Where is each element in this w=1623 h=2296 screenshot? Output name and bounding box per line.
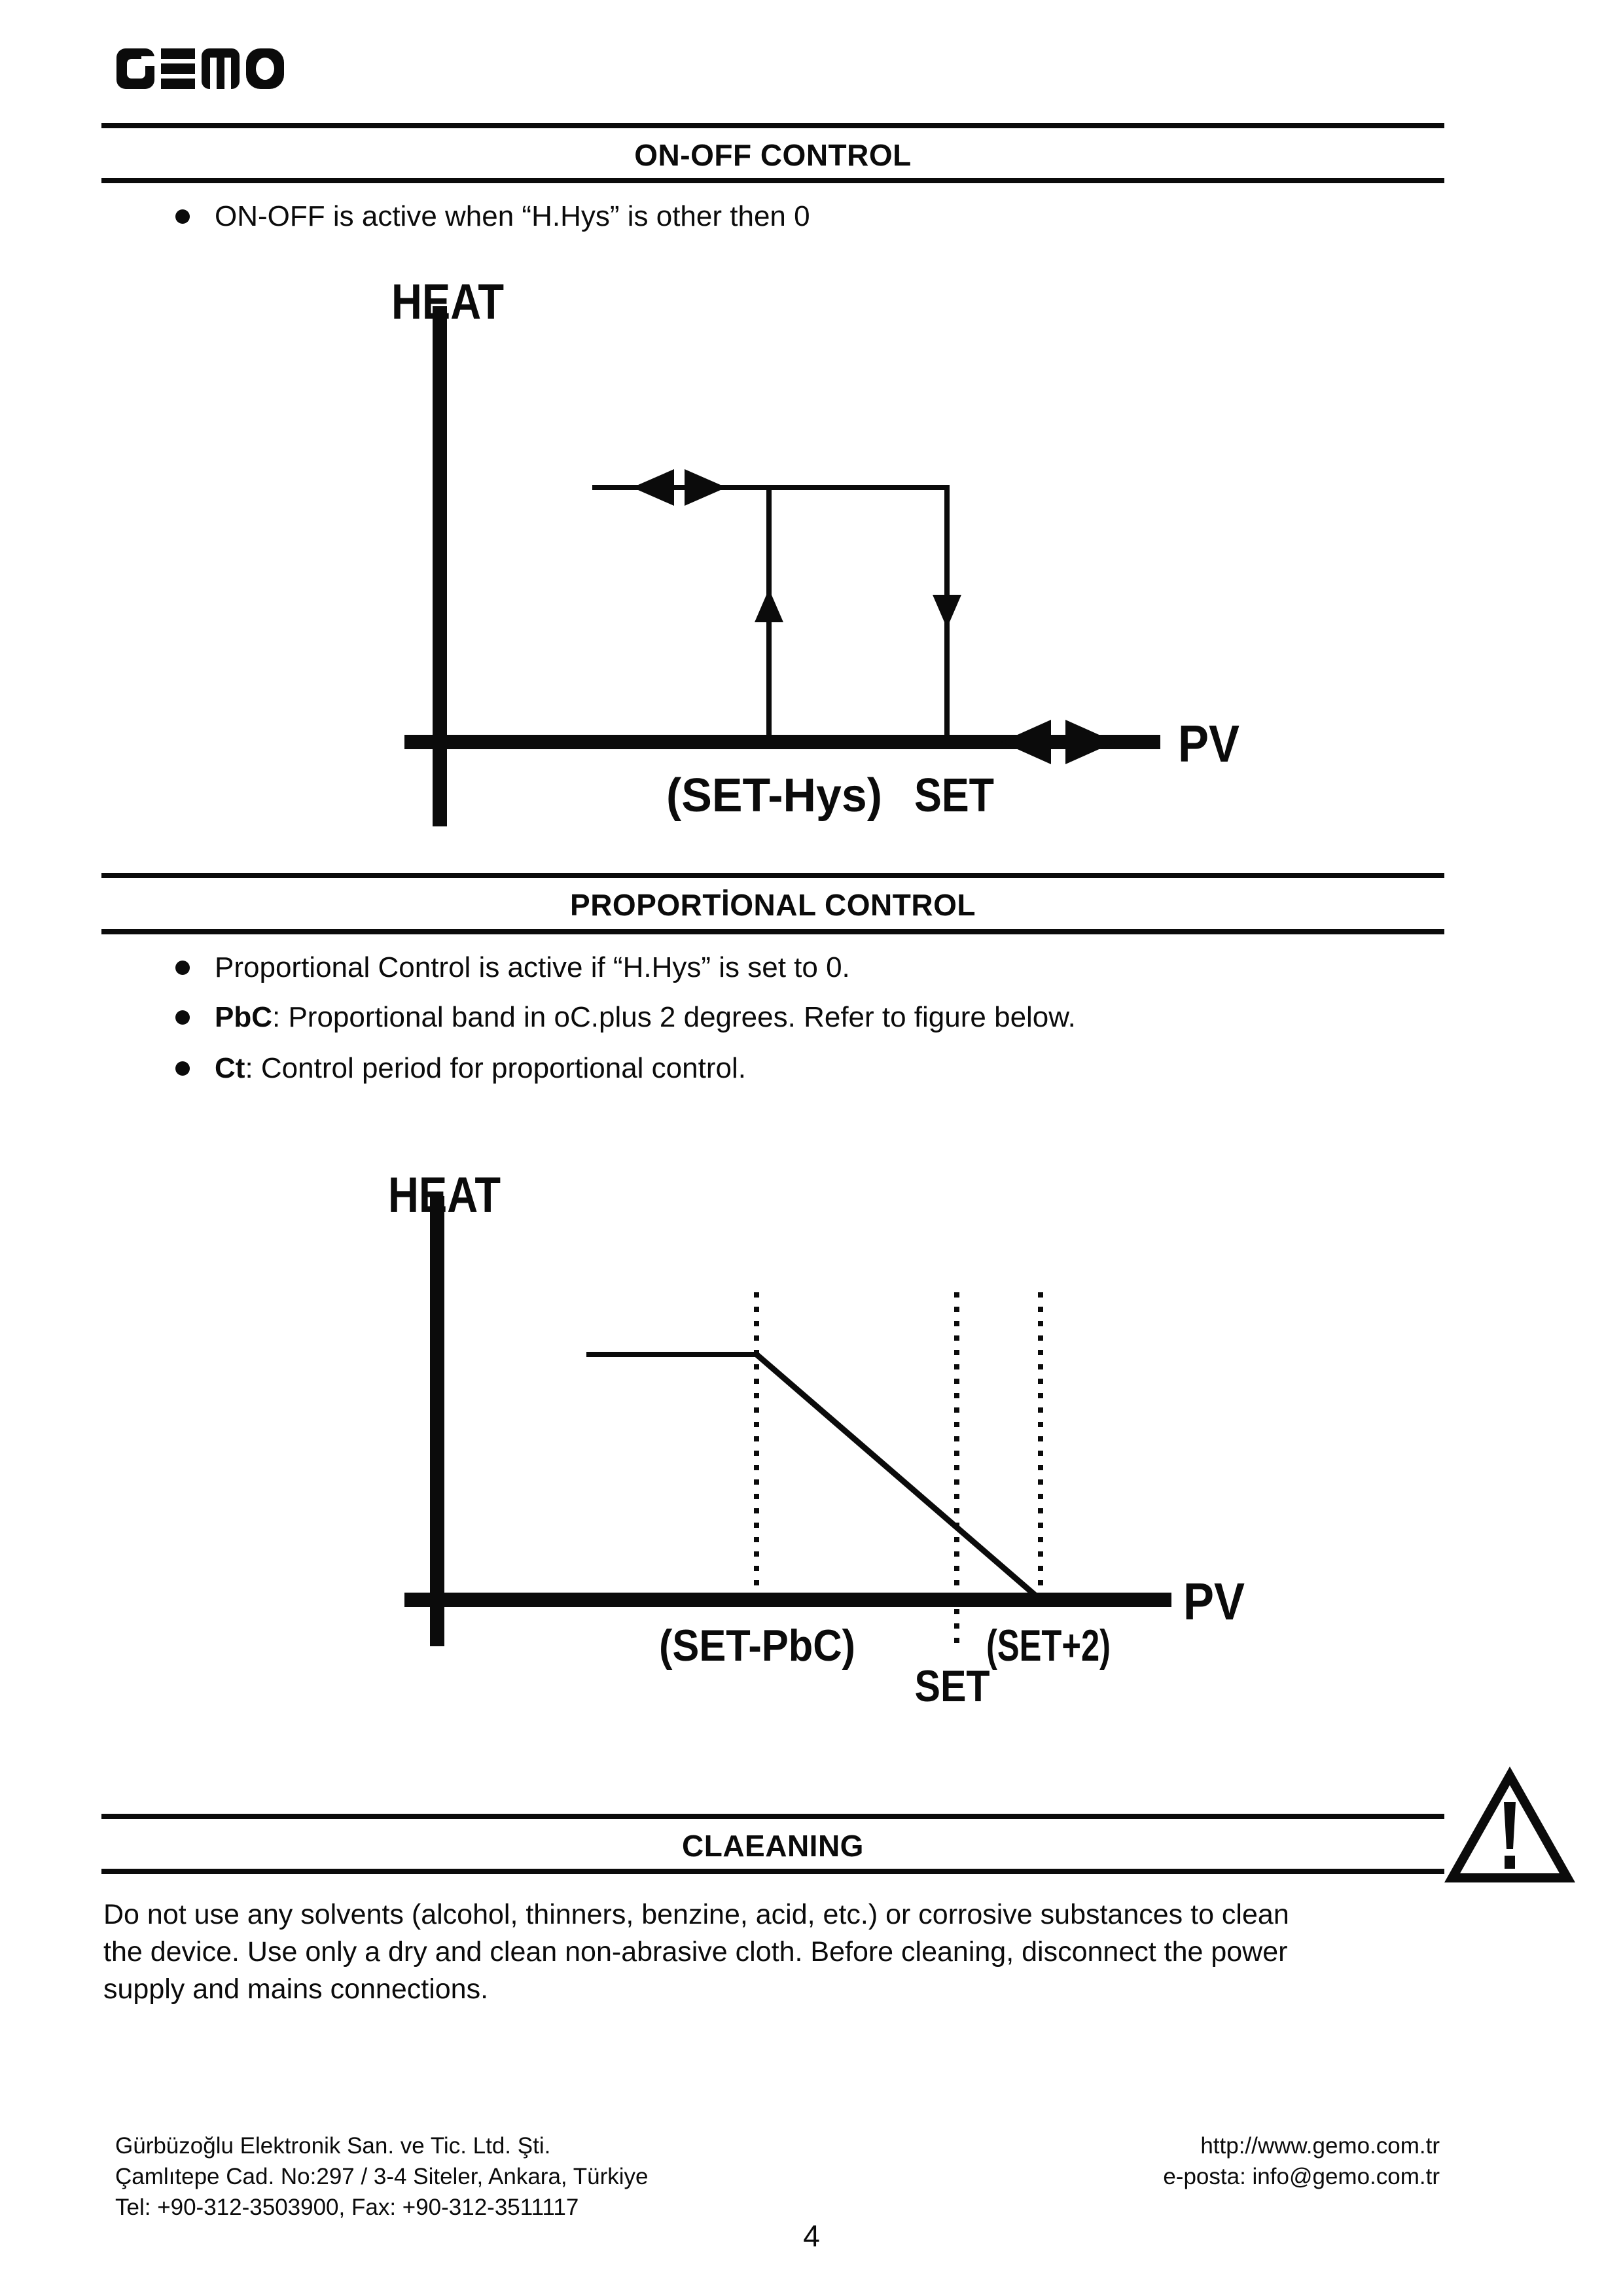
bullet-lead: Ct [215,1052,245,1084]
onoff-bullet: ON-OFF is active when “H.Hys” is other t… [175,200,810,233]
rule-bottom-proportional [101,929,1444,934]
onoff-diagram: HEAT PV (SET-Hys) SET [391,274,1240,826]
proportional-bullet-3: Ct: Control period for proportional cont… [175,1052,746,1085]
exclamation-bar [1504,1802,1516,1849]
logo-letter-m [202,48,240,90]
proportional-bullet-1-text: Proportional Control is active if “H.Hys… [215,951,850,984]
proportional-bullet-3-text: Ct: Control period for proportional cont… [215,1052,746,1085]
hys-left-arrow-icon [632,469,674,506]
pv-axis-label: PV [1183,1572,1245,1631]
down-arrow-icon [933,595,961,628]
pv-axis-label: PV [1178,715,1240,773]
warning-triangle-icon [1444,1766,1575,1882]
footer-company-phone: Tel: +90-312-3503900, Fax: +90-312-35111… [115,2195,579,2220]
proportional-bullet-2: PbC: Proportional band in oC.plus 2 degr… [175,1001,1076,1034]
bullet-icon [175,961,190,975]
bullet-rest: : Proportional band in oC.plus 2 degrees… [272,1001,1076,1033]
onoff-bullet-text: ON-OFF is active when “H.Hys” is other t… [215,200,810,232]
pv-left-arrow-icon [1001,720,1051,764]
rule-top-cleaning [101,1814,1444,1819]
up-arrow-icon [755,589,783,622]
pv-axis [404,1593,1171,1607]
proportional-bullet-1: Proportional Control is active if “H.Hys… [175,951,850,984]
footer-company-address: Çamlıtepe Cad. No:297 / 3-4 Siteler, Ank… [115,2164,649,2189]
proportional-diagram: HEAT PV (SET-PbC) SET (SET+2) [388,1167,1245,1711]
bullet-rest: Proportional Control is active if “H.Hys… [215,951,850,983]
section-title-onoff: ON-OFF CONTROL [634,138,912,172]
cleaning-line-3: supply and mains connections. [103,1973,489,2005]
set-tick-label: SET [914,769,994,822]
exclamation-dot [1505,1856,1515,1869]
proportional-bullet-2-text: PbC: Proportional band in oC.plus 2 degr… [215,1001,1076,1034]
rule-bottom-onoff [101,178,1444,183]
logo-letter-e [161,48,195,89]
rule-bottom-cleaning [101,1869,1444,1874]
cleaning-line-2: the device. Use only a dry and clean non… [103,1936,1288,1968]
footer-email: e-posta: info@gemo.com.tr [1163,2164,1440,2189]
cleaning-paragraph: Do not use any solvents (alcohol, thinne… [103,1896,1458,2008]
logo-letter-o [246,48,284,89]
cleaning-line-1: Do not use any solvents (alcohol, thinne… [103,1899,1289,1930]
heat-axis [433,306,447,826]
footer-company-block: Gürbüzoğlu Elektronik San. ve Tic. Ltd. … [115,2130,649,2223]
proportional-slope-line [755,1352,1043,1602]
bullet-icon [175,1061,190,1076]
set-plus2-tick-label: (SET+2) [986,1621,1111,1670]
hys-right-arrow-icon [685,469,726,506]
pv-right-arrow-icon [1065,720,1115,764]
footer-website: http://www.gemo.com.tr [1200,2133,1440,2159]
full-output-line [586,1352,759,1357]
set-hys-tick-label: (SET-Hys) [666,769,882,822]
set-tick-label: SET [915,1661,990,1711]
gemo-logo [116,48,284,90]
set-pbc-tick-label: (SET-PbC) [659,1621,855,1670]
logo-letter-g [116,48,154,89]
rule-top-onoff [101,123,1444,128]
heat-axis-label: HEAT [391,274,504,330]
bullet-lead: PbC [215,1001,272,1033]
pv-axis [404,735,1160,749]
section-title-cleaning: CLAEANING [682,1829,864,1863]
footer-company-name: Gürbüzoğlu Elektronik San. ve Tic. Ltd. … [115,2133,551,2159]
bullet-icon [175,209,190,224]
bullet-rest: : Control period for proportional contro… [245,1052,746,1084]
rule-top-proportional [101,873,1444,878]
footer-contact-block: http://www.gemo.com.tr e-posta: info@gem… [982,2130,1440,2192]
page-number: 4 [803,2219,820,2253]
bullet-icon [175,1010,190,1025]
section-title-proportional: PROPORTİONAL CONTROL [570,888,976,922]
heat-axis [430,1196,444,1646]
